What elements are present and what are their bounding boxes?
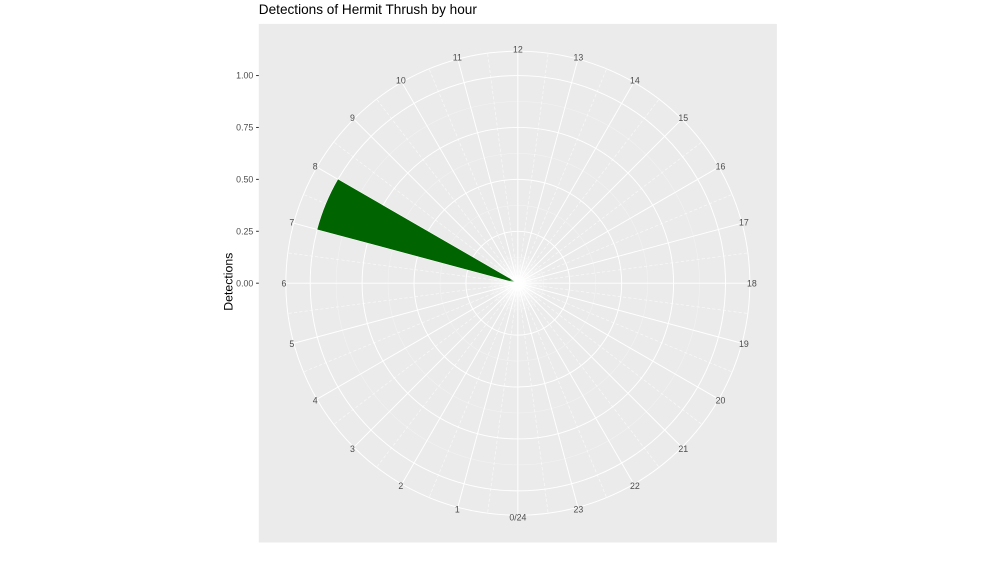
svg-text:15: 15 (678, 113, 688, 123)
svg-text:17: 17 (739, 218, 749, 228)
svg-text:8: 8 (313, 161, 318, 171)
svg-text:Detections of Hermit Thrush by: Detections of Hermit Thrush by hour (259, 2, 478, 17)
svg-text:4: 4 (313, 395, 318, 405)
svg-text:16: 16 (716, 161, 726, 171)
svg-text:3: 3 (350, 444, 355, 454)
svg-text:5: 5 (289, 339, 294, 349)
svg-text:19: 19 (739, 339, 749, 349)
svg-text:11: 11 (453, 52, 462, 62)
svg-text:6: 6 (281, 278, 286, 288)
svg-text:13: 13 (574, 52, 584, 62)
svg-text:1: 1 (455, 504, 460, 514)
svg-text:7: 7 (289, 218, 294, 228)
svg-text:12: 12 (513, 44, 523, 54)
svg-text:10: 10 (396, 76, 406, 86)
svg-text:0/24: 0/24 (509, 512, 526, 522)
svg-text:18: 18 (747, 278, 757, 288)
svg-text:2: 2 (398, 481, 403, 491)
svg-text:23: 23 (574, 504, 584, 514)
svg-text:Detections: Detections (221, 253, 235, 311)
svg-text:1.00: 1.00 (236, 71, 253, 81)
svg-text:20: 20 (716, 395, 726, 405)
svg-text:0.25: 0.25 (236, 226, 253, 236)
svg-text:0.75: 0.75 (236, 123, 253, 133)
svg-text:14: 14 (630, 76, 640, 86)
svg-text:0.00: 0.00 (236, 278, 253, 288)
svg-text:9: 9 (350, 113, 355, 123)
svg-text:0.50: 0.50 (236, 175, 253, 185)
svg-text:22: 22 (630, 481, 640, 491)
svg-text:21: 21 (678, 444, 688, 454)
